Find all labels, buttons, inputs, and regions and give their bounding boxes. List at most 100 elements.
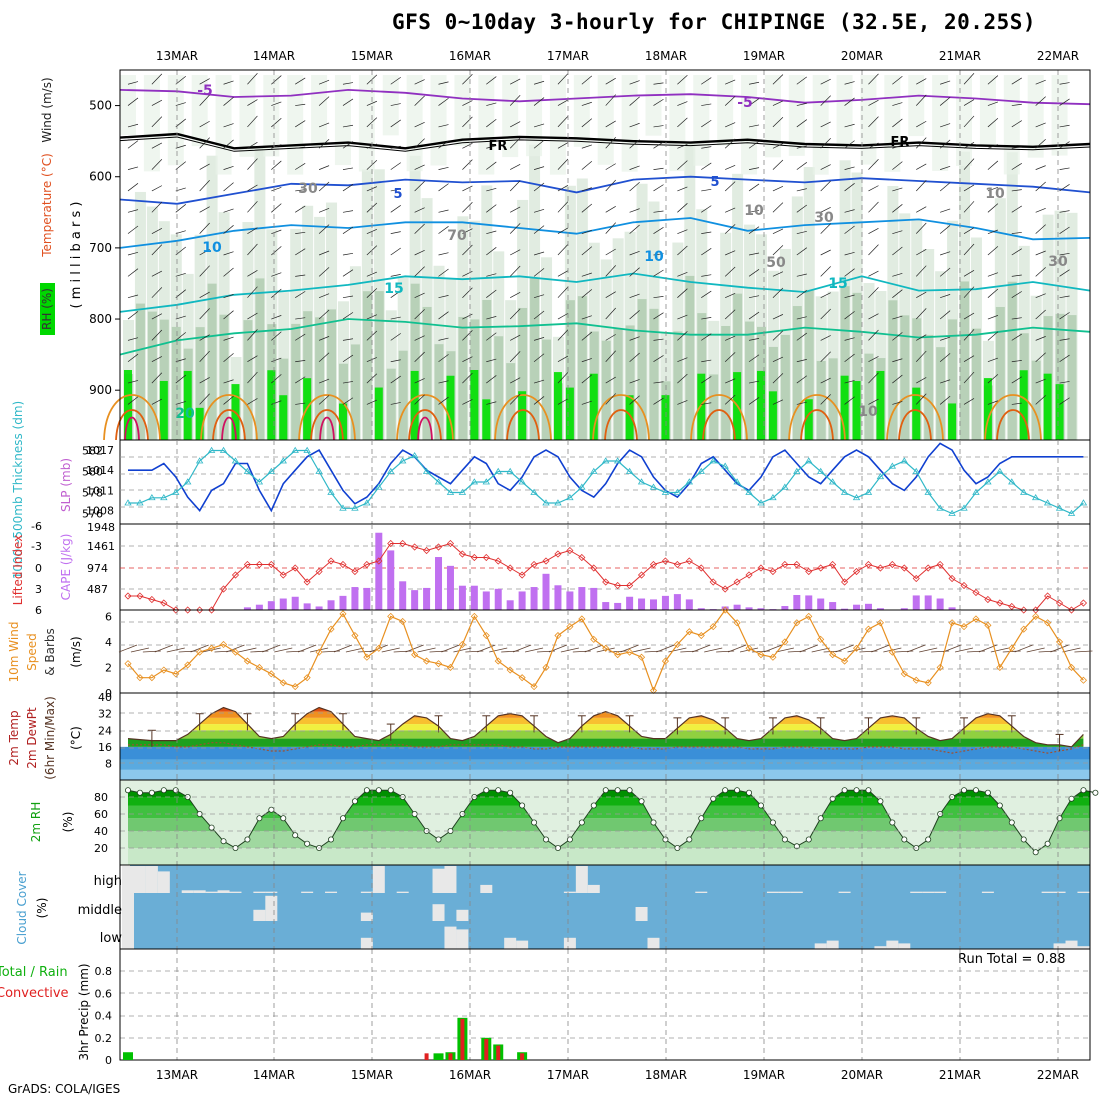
thickness-point <box>434 478 443 485</box>
ylabel-dewpt: 2m DewPt <box>25 707 39 769</box>
pressure-tick-label: 900 <box>89 383 112 397</box>
rh-band <box>239 75 256 157</box>
wind-barb <box>605 376 616 384</box>
cloud-bar-high <box>480 884 493 893</box>
rh-point <box>662 836 669 843</box>
wind-barb <box>820 335 831 341</box>
slp-tick-label: 1017 <box>86 444 114 457</box>
wind-barb <box>151 313 163 320</box>
rh-point <box>638 798 645 805</box>
wind-barb <box>892 358 903 363</box>
lifted-point <box>160 599 168 607</box>
lifted-point <box>411 543 419 551</box>
wind-barb <box>916 163 927 170</box>
thickness-point <box>566 493 574 501</box>
wind-barb <box>1011 205 1022 213</box>
lifted-point <box>291 564 299 572</box>
wind-barb <box>1011 333 1022 341</box>
lifted-point <box>709 578 717 586</box>
wind-barb <box>151 159 163 170</box>
thickness-point <box>852 493 861 501</box>
wind-barb <box>533 353 545 363</box>
ylabel-temp-units: (°C) <box>69 726 83 750</box>
wind-barb <box>175 75 186 85</box>
lifted-point <box>136 592 144 600</box>
wind-barb <box>916 334 927 341</box>
wind-barb <box>223 395 234 405</box>
wind-tick-label: 6 <box>105 610 112 623</box>
wind-speed-point <box>267 670 275 678</box>
thickness-point <box>912 467 920 474</box>
rh-point <box>734 787 741 794</box>
rh-band <box>327 309 337 440</box>
wind-barb <box>892 187 903 192</box>
rh-band <box>745 321 755 440</box>
lifted-point <box>948 574 956 583</box>
lifted-point <box>769 567 777 576</box>
wind-barb <box>772 314 784 320</box>
surface-barb <box>859 650 878 653</box>
lifted-point <box>148 595 156 604</box>
wind-barb <box>1011 231 1022 235</box>
slp-tick-label: 1014 <box>86 464 114 477</box>
cloud-bar-high <box>444 866 457 893</box>
contour-label: 15 <box>384 281 403 297</box>
rh-band <box>804 399 813 440</box>
wind-barb <box>366 100 378 106</box>
wind-barb <box>605 163 616 170</box>
wind-barb <box>295 317 306 320</box>
wind-barb <box>987 186 999 192</box>
contour-30 <box>702 409 736 441</box>
wind-barb <box>963 72 975 85</box>
wind-barb <box>533 251 545 256</box>
lifted-point <box>614 581 622 590</box>
surface-barb <box>560 647 579 653</box>
date-tick-label: 19MAR <box>743 49 785 63</box>
thickness-point <box>387 467 395 474</box>
wind-barb <box>605 291 616 298</box>
lifted-point <box>267 560 275 569</box>
cloud-bar-high <box>1053 891 1066 893</box>
thickness-point <box>136 499 144 506</box>
rh-point <box>160 787 167 794</box>
wind-barb <box>748 183 760 192</box>
thickness-point <box>530 488 538 495</box>
rh-point <box>769 819 776 826</box>
wind-speed-point <box>231 648 240 656</box>
surface-barb <box>596 647 615 653</box>
wind-barb <box>820 292 831 299</box>
contour-25 <box>200 394 258 441</box>
run-total: Run Total = 0.88 <box>958 952 1066 967</box>
rh-point <box>280 815 287 822</box>
wind-barb <box>581 400 592 405</box>
wind-barb <box>892 246 903 256</box>
wind-speed-point <box>602 644 610 652</box>
date-tick-label: 22MAR <box>1037 49 1079 63</box>
wind-barb <box>1011 146 1022 149</box>
wind-barb <box>199 334 210 341</box>
thickness-point <box>458 488 467 495</box>
cloud-bar-high <box>181 890 194 893</box>
wind-barb <box>223 336 234 341</box>
wind-barb <box>916 377 927 384</box>
rh-point <box>972 787 979 794</box>
wind-barb <box>462 100 473 106</box>
cape-axes: -6 -3 0 3 6 487 974 1461 1948 <box>31 520 115 617</box>
thickness-point <box>996 467 1004 474</box>
cape-bar <box>470 585 478 610</box>
wind-barb <box>987 144 999 149</box>
wind-barb <box>916 206 927 213</box>
lifted-point <box>124 592 132 600</box>
cape-bar <box>817 598 825 610</box>
rh-band <box>147 311 157 440</box>
rh-point <box>1032 849 1039 856</box>
wind-barb <box>533 225 545 234</box>
cape-bar <box>649 599 657 610</box>
date-tick-label: 13MAR <box>156 49 198 63</box>
wind-barb <box>677 203 688 213</box>
lifted-point <box>196 606 204 614</box>
lifted-point <box>506 564 514 572</box>
wind-speed-point <box>196 648 204 656</box>
wind-barb <box>462 356 473 363</box>
contour-25 <box>690 394 748 441</box>
